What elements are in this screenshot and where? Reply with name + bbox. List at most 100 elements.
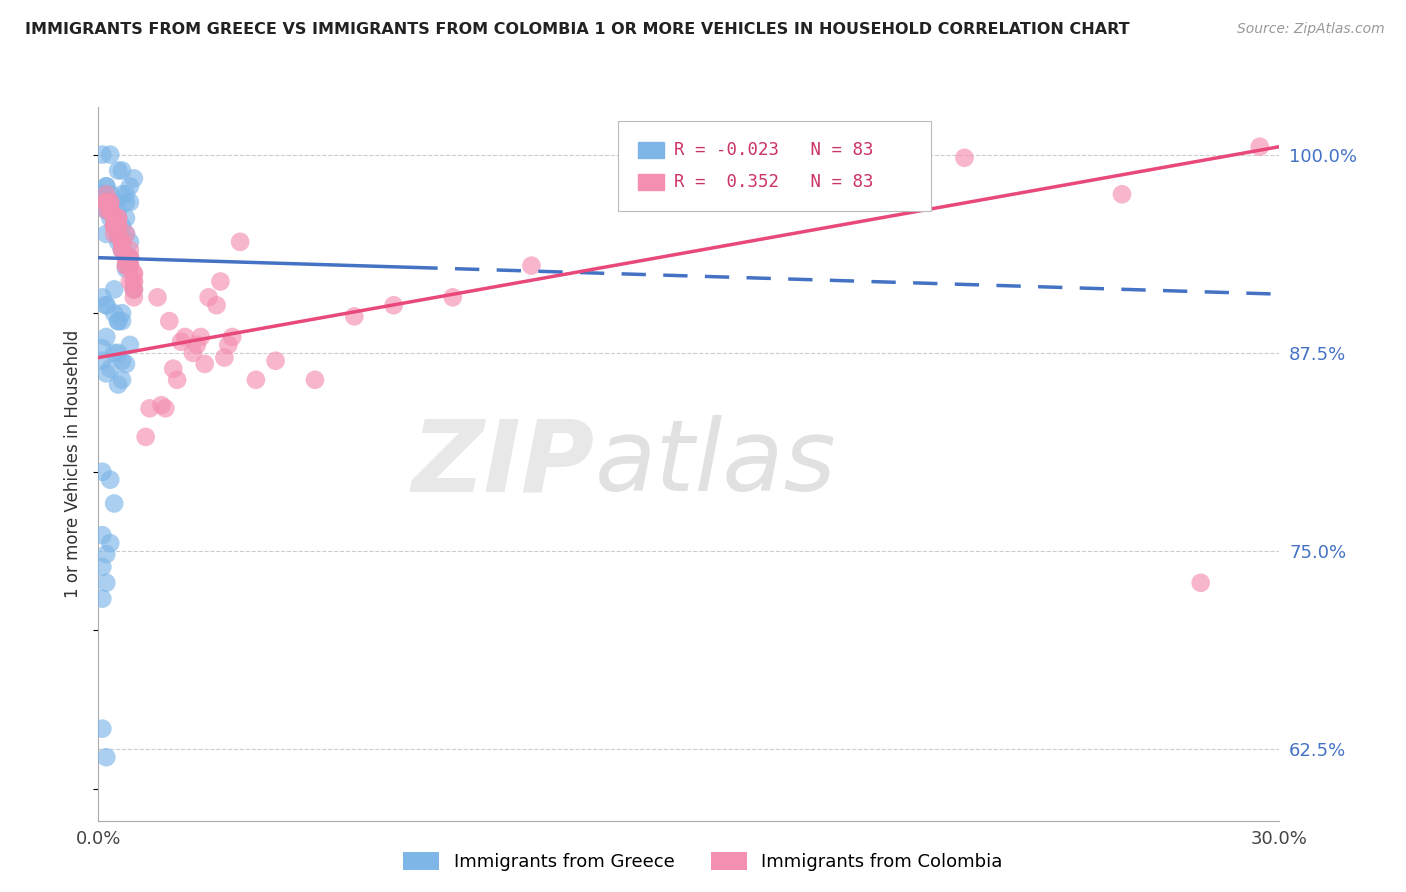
Point [181, 346, 204, 360]
Point [115, 211, 138, 225]
Point [118, 251, 141, 265]
Point [107, 219, 129, 233]
Point [107, 227, 129, 241]
Point [229, 235, 252, 249]
Point [776, 163, 799, 178]
Text: ZIP: ZIP [412, 416, 595, 512]
Point [1111, 187, 1133, 202]
Point [221, 330, 243, 344]
Point [111, 235, 134, 249]
Point [103, 496, 125, 510]
Point [135, 430, 157, 444]
Point [146, 290, 169, 304]
Point [96, 195, 118, 210]
Point [98, 195, 121, 210]
Bar [638, 142, 664, 158]
Point [96, 203, 118, 218]
Point [96, 547, 118, 561]
Point [98, 203, 121, 218]
Point [96, 575, 118, 590]
Point [382, 298, 405, 312]
Point [91, 195, 114, 210]
Point [115, 187, 138, 202]
Point [91, 722, 114, 736]
Point [98, 147, 121, 161]
Point [91, 290, 114, 304]
FancyBboxPatch shape [619, 121, 931, 211]
Text: Source: ZipAtlas.com: Source: ZipAtlas.com [1237, 22, 1385, 37]
Point [91, 187, 114, 202]
Point [194, 357, 217, 371]
Point [111, 243, 134, 257]
Point [111, 243, 134, 257]
Point [96, 195, 118, 210]
Point [343, 310, 366, 324]
Point [115, 227, 138, 241]
Point [107, 211, 129, 225]
Point [98, 536, 121, 550]
Point [96, 195, 118, 210]
Point [162, 361, 184, 376]
Point [115, 259, 138, 273]
Point [96, 750, 118, 764]
Point [107, 235, 129, 249]
Point [107, 219, 129, 233]
Point [197, 290, 219, 304]
Point [122, 275, 145, 289]
Point [91, 353, 114, 368]
Point [118, 338, 141, 352]
Point [115, 251, 138, 265]
Point [174, 330, 197, 344]
Point [115, 251, 138, 265]
Point [111, 306, 134, 320]
Point [103, 211, 125, 225]
Text: atlas: atlas [595, 416, 837, 512]
Point [103, 306, 125, 320]
Point [107, 219, 129, 233]
Point [115, 259, 138, 273]
Point [111, 187, 134, 202]
Point [1249, 139, 1271, 153]
Point [115, 251, 138, 265]
Point [264, 353, 287, 368]
Point [118, 251, 141, 265]
Point [91, 341, 114, 355]
Point [107, 377, 129, 392]
Point [111, 219, 134, 233]
Point [953, 151, 976, 165]
Point [111, 235, 134, 249]
Point [98, 203, 121, 218]
Point [205, 298, 228, 312]
Text: R =  0.352   N = 83: R = 0.352 N = 83 [673, 173, 873, 191]
Point [107, 227, 129, 241]
Point [91, 591, 114, 606]
Point [1189, 575, 1212, 590]
Point [111, 353, 134, 368]
Point [115, 261, 138, 276]
Point [166, 373, 188, 387]
Point [98, 195, 121, 210]
Point [118, 179, 141, 194]
Point [118, 259, 141, 273]
Point [118, 243, 141, 257]
Point [103, 219, 125, 233]
Point [118, 195, 141, 210]
Point [122, 267, 145, 281]
Point [155, 401, 177, 416]
Point [98, 361, 121, 376]
Point [107, 211, 129, 225]
Point [98, 211, 121, 225]
Point [91, 560, 114, 574]
Point [118, 259, 141, 273]
Point [98, 187, 121, 202]
Point [96, 330, 118, 344]
Point [103, 195, 125, 210]
Point [91, 187, 114, 202]
Point [103, 211, 125, 225]
Point [122, 267, 145, 281]
Point [96, 367, 118, 381]
Point [98, 195, 121, 210]
Point [138, 401, 160, 416]
Point [157, 314, 180, 328]
Point [304, 373, 326, 387]
